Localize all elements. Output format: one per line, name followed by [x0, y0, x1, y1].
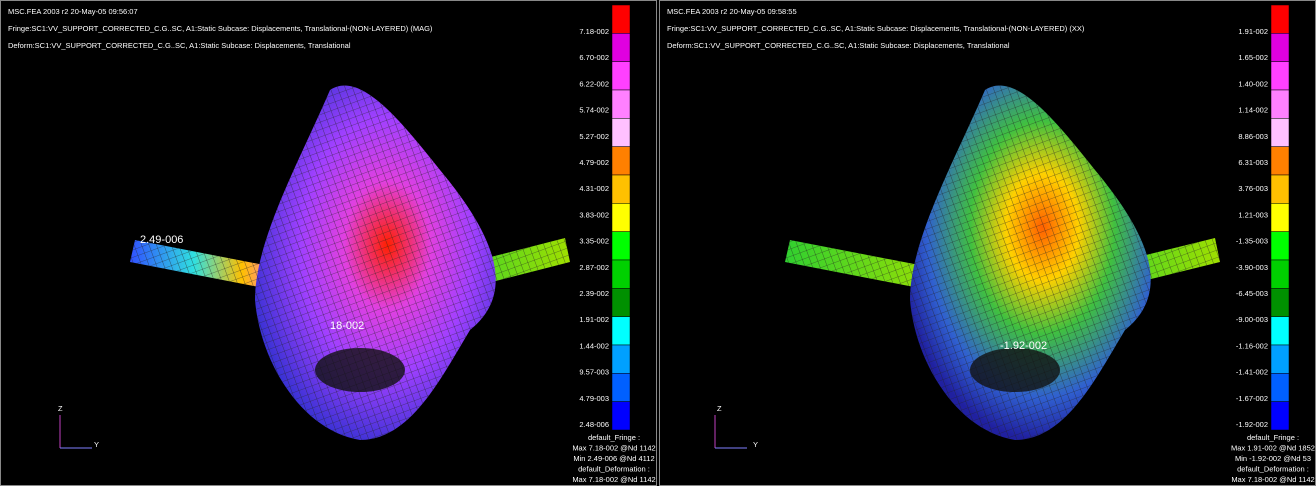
legend-label: 6.22-002: [579, 79, 609, 88]
legend-band: [612, 317, 630, 345]
legend-label: 1.21-003: [1238, 210, 1268, 219]
legend-label: 7.18-002: [579, 27, 609, 36]
legend-label: 1.91-002: [579, 315, 609, 324]
footer-line: default_Fringe :: [1247, 433, 1299, 442]
legend-band: [612, 260, 630, 288]
legend-label: 9.57-003: [579, 368, 609, 377]
legend-label: 1.40-002: [1238, 79, 1268, 88]
legend-band: [1271, 402, 1289, 430]
legend-label: 1.44-002: [579, 341, 609, 350]
legend-band: [1271, 288, 1289, 316]
legend-band: [1271, 345, 1289, 373]
legend-band: [1271, 118, 1289, 146]
legend-label: -1.92-002: [1236, 420, 1268, 429]
legend-band: [1271, 147, 1289, 175]
legend-label: 1.14-002: [1238, 106, 1268, 115]
legend-band: [612, 5, 630, 33]
legend-band: [1271, 90, 1289, 118]
footer-line: Max 7.18-002 @Nd 1142: [572, 475, 655, 484]
legend-label: 3.35-002: [579, 237, 609, 246]
legend-band: [612, 147, 630, 175]
legend-label: 2.87-002: [579, 263, 609, 272]
axis-label: Y: [753, 440, 758, 449]
legend-label: -1.16-002: [1236, 341, 1268, 350]
legend-band: [612, 90, 630, 118]
legend-label: 3.83-002: [579, 210, 609, 219]
legend-band: [1271, 232, 1289, 260]
legend-label: -3.90-003: [1236, 263, 1268, 272]
axis-label: Z: [58, 404, 63, 413]
header-line: Fringe:SC1:VV_SUPPORT_CORRECTED_C.G..SC,…: [8, 24, 433, 33]
footer-line: default_Deformation :: [578, 464, 650, 473]
header-line: Deform:SC1:VV_SUPPORT_CORRECTED_C.G..SC,…: [667, 41, 1010, 50]
footer-line: Min 2.49-006 @Nd 4112: [573, 454, 654, 463]
legend-label: -9.00-003: [1236, 315, 1268, 324]
legend-band: [1271, 260, 1289, 288]
legend-band: [1271, 62, 1289, 90]
legend-label: 2.39-002: [579, 289, 609, 298]
legend-band: [1271, 373, 1289, 401]
legend-label: 3.76-003: [1238, 184, 1268, 193]
legend-band: [1271, 317, 1289, 345]
annotation: -1.92-002: [1000, 340, 1047, 352]
footer-line: default_Fringe :: [588, 433, 640, 442]
legend-band: [1271, 175, 1289, 203]
legend-label: 5.74-002: [579, 106, 609, 115]
axis-label: Z: [717, 404, 722, 413]
legend-band: [612, 175, 630, 203]
legend-label: -1.35-003: [1236, 237, 1268, 246]
legend-label: 4.79-002: [579, 158, 609, 167]
legend-label: 4.79-003: [579, 394, 609, 403]
legend-band: [1271, 5, 1289, 33]
legend-label: -1.41-002: [1236, 368, 1268, 377]
legend-label: 2.48-006: [579, 420, 609, 429]
legend-label: 4.31-002: [579, 184, 609, 193]
footer-line: Max 1.91-002 @Nd 1852: [1231, 443, 1315, 452]
header-line: Fringe:SC1:VV_SUPPORT_CORRECTED_C.G..SC,…: [667, 24, 1085, 33]
axis-label: Y: [94, 440, 99, 449]
footer-line: Min -1.92-002 @Nd 53: [1235, 454, 1311, 463]
legend-band: [612, 118, 630, 146]
legend-band: [1271, 33, 1289, 61]
legend-band: [612, 203, 630, 231]
legend-band: [1271, 203, 1289, 231]
legend-label: 8.86-003: [1238, 132, 1268, 141]
legend-band: [612, 345, 630, 373]
legend-band: [612, 373, 630, 401]
legend-label: -1.67-002: [1236, 394, 1268, 403]
legend-band: [612, 62, 630, 90]
legend-label: 6.70-002: [579, 53, 609, 62]
legend-label: -6.45-003: [1236, 289, 1268, 298]
header-line: MSC.FEA 2003 r2 20-May-05 09:56:07: [8, 7, 138, 16]
legend-band: [612, 33, 630, 61]
footer-line: default_Deformation :: [1237, 464, 1309, 473]
legend-band: [612, 288, 630, 316]
annotation: 2.49-006: [140, 234, 183, 246]
header-line: MSC.FEA 2003 r2 20-May-05 09:58:55: [667, 7, 797, 16]
legend-band: [612, 402, 630, 430]
screenshot: MSC.FEA 2003 r2 20-May-05 09:56:07 Fringe…: [0, 0, 1316, 486]
legend-label: 5.27-002: [579, 132, 609, 141]
legend-label: 1.91-002: [1238, 27, 1268, 36]
footer-line: Max 7.18-002 @Nd 1142: [572, 443, 655, 452]
legend-label: 1.65-002: [1238, 53, 1268, 62]
header-line: Deform:SC1:VV_SUPPORT_CORRECTED_C.G..SC,…: [8, 41, 351, 50]
annotation: 18-002: [330, 320, 364, 332]
footer-line: Max 7.18-002 @Nd 1142: [1231, 475, 1314, 484]
legend-band: [612, 232, 630, 260]
legend-label: 6.31-003: [1238, 158, 1268, 167]
